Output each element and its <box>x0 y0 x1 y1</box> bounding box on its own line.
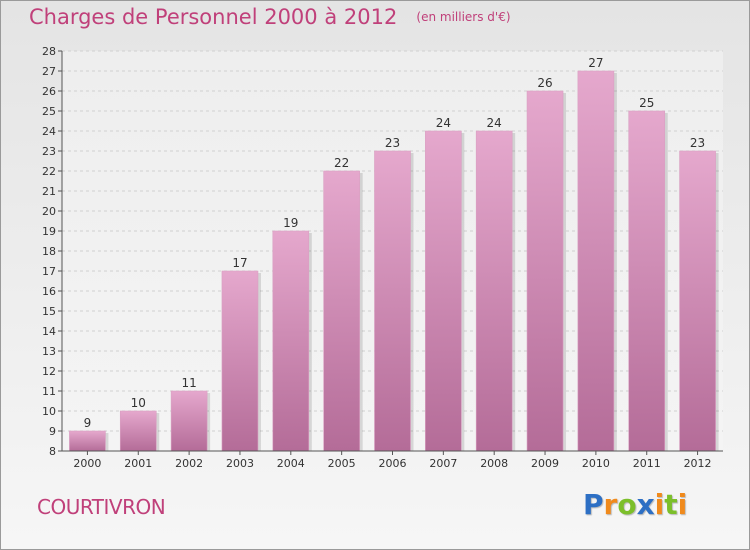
y-tick-label: 11 <box>42 385 56 398</box>
bar-2007 <box>425 130 462 452</box>
bar-2006 <box>374 150 411 452</box>
data-label: 19 <box>283 216 298 230</box>
data-label: 23 <box>385 136 400 150</box>
x-tick-label: 2009 <box>531 457 559 470</box>
data-label: 24 <box>487 116 502 130</box>
data-label: 17 <box>232 256 247 270</box>
x-axis-ticks: 2000 2001 2002 2003 2004 2005 2006 2007 2008 2009… <box>73 451 712 470</box>
y-tick-label: 9 <box>49 425 56 438</box>
bar-2000 <box>69 430 106 452</box>
bar-2009 <box>526 90 564 452</box>
y-tick-label: 20 <box>42 205 56 218</box>
x-tick-label: 2000 <box>73 457 101 470</box>
bar-2004 <box>272 230 310 452</box>
logo-letter: t <box>664 488 678 521</box>
x-tick-label: 2012 <box>684 457 712 470</box>
logo-letter: x <box>636 488 655 521</box>
x-tick-label: 2011 <box>633 457 661 470</box>
bars <box>69 70 719 452</box>
y-tick-label: 25 <box>42 105 56 118</box>
data-labels: 9 10 11 17 19 22 23 24 24 26 27 25 23 <box>84 56 706 430</box>
y-tick-label: 14 <box>42 325 56 338</box>
data-label: 23 <box>690 136 705 150</box>
bar-2002 <box>170 390 208 452</box>
y-tick-label: 21 <box>42 185 56 198</box>
axes <box>61 51 723 452</box>
y-tick-label: 8 <box>49 445 56 458</box>
bar-2003 <box>221 270 259 452</box>
data-label: 9 <box>84 416 92 430</box>
logo-letter: P <box>583 488 604 521</box>
y-tick-label: 23 <box>42 145 56 158</box>
y-tick-label: 28 <box>42 45 56 58</box>
bar-2008 <box>475 130 513 452</box>
title-row: Charges de Personnel 2000 à 2012 (en mil… <box>29 5 511 29</box>
y-tick-label: 19 <box>42 225 56 238</box>
data-label: 27 <box>588 56 603 70</box>
logo-letter: o <box>617 488 637 521</box>
bar-2005 <box>323 170 360 452</box>
y-axis-ticks: 8 9 10 11 12 13 14 15 16 17 18 19 20 21 22 23 24 25 26 27 28 <box>42 45 62 458</box>
x-tick-label: 2003 <box>226 457 254 470</box>
y-tick-label: 16 <box>42 285 56 298</box>
commune-name: COURTIVRON <box>37 495 166 519</box>
bar-2010 <box>577 70 615 452</box>
logo-letter: i <box>654 488 665 521</box>
x-tick-label: 2004 <box>277 457 305 470</box>
bar-2012 <box>679 150 716 452</box>
x-tick-label: 2001 <box>124 457 152 470</box>
data-label: 26 <box>537 76 552 90</box>
x-tick-label: 2006 <box>379 457 407 470</box>
y-tick-label: 10 <box>42 405 56 418</box>
y-tick-label: 27 <box>42 65 56 78</box>
x-tick-label: 2008 <box>480 457 508 470</box>
x-tick-label: 2007 <box>429 457 457 470</box>
chart-title: Charges de Personnel 2000 à 2012 <box>29 5 398 29</box>
x-tick-label: 2005 <box>328 457 356 470</box>
bar-2011 <box>628 110 666 452</box>
y-tick-label: 24 <box>42 125 56 138</box>
y-tick-label: 26 <box>42 85 56 98</box>
y-tick-label: 12 <box>42 365 56 378</box>
chart-subtitle: (en milliers d'€) <box>416 10 511 24</box>
y-tick-label: 13 <box>42 345 56 358</box>
y-tick-label: 17 <box>42 265 56 278</box>
logo-letter: r <box>603 488 618 521</box>
data-label: 22 <box>334 156 349 170</box>
bar-2001 <box>119 410 157 452</box>
x-tick-label: 2002 <box>175 457 203 470</box>
y-tick-label: 22 <box>42 165 56 178</box>
data-label: 10 <box>131 396 146 410</box>
y-tick-label: 15 <box>42 305 56 318</box>
data-label: 25 <box>639 96 654 110</box>
proxiti-logo: Proxiti <box>583 488 687 521</box>
x-tick-label: 2010 <box>582 457 610 470</box>
data-label: 24 <box>436 116 451 130</box>
logo-letter: i <box>677 488 688 521</box>
y-tick-label: 18 <box>42 245 56 258</box>
data-label: 11 <box>181 376 196 390</box>
